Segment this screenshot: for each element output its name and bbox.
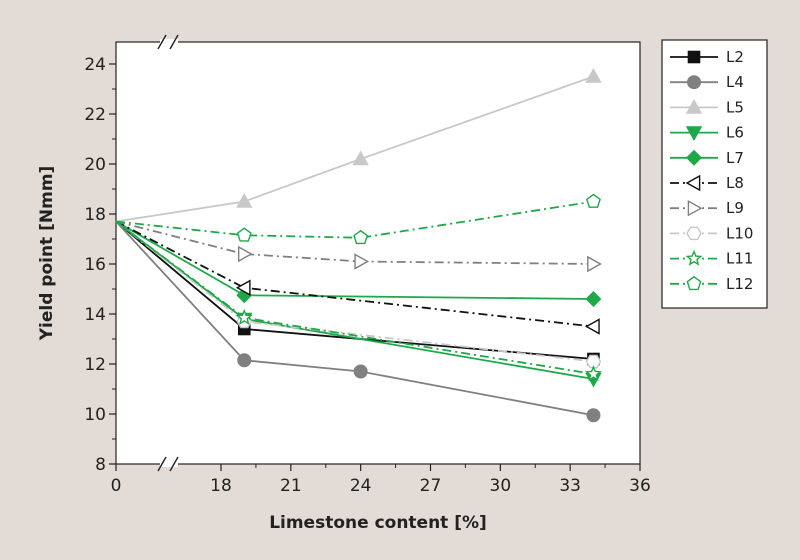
- axis-break-slash: [169, 34, 179, 50]
- x-axis-title: Limestone content [%]: [269, 513, 487, 533]
- y-tick-label: 14: [84, 305, 106, 325]
- series-l11: [115, 220, 602, 382]
- series-line: [115, 75, 594, 223]
- x-tick-label: 24: [350, 476, 372, 496]
- legend-label: L12: [726, 275, 753, 293]
- y-tick-label: 12: [84, 355, 106, 375]
- legend-item-l10: L10: [670, 224, 753, 242]
- legend-item-l8: L8: [670, 174, 744, 192]
- series-line: [115, 200, 594, 239]
- plot-area: [115, 41, 641, 465]
- legend-label: L4: [726, 73, 744, 91]
- x-axis: 0 18 21 24 27 30 33 36: [111, 464, 651, 496]
- series-marker: [687, 200, 703, 217]
- legend: L2 L4 L5 L6 L7 L8 L9 L10 L11 L12: [661, 39, 768, 309]
- series-marker: [686, 226, 702, 241]
- y-tick-label: 16: [84, 255, 106, 275]
- series-marker: [687, 50, 701, 64]
- series-marker: [237, 353, 252, 368]
- legend-label: L6: [726, 124, 744, 142]
- legend-item-l11: L11: [670, 250, 753, 268]
- y-tick-label: 18: [84, 205, 106, 225]
- x-tick-label: 27: [420, 476, 442, 496]
- legend-item-l4: L4: [670, 73, 744, 91]
- series-l5: [115, 68, 602, 223]
- x-tick-label: 30: [490, 476, 512, 496]
- axis-break-marks: [157, 34, 179, 472]
- series-marker: [685, 98, 703, 114]
- series-marker: [237, 245, 253, 263]
- series-line: [115, 220, 594, 417]
- y-tick-label: 8: [95, 455, 106, 475]
- x-tick-label: 36: [629, 476, 651, 496]
- legend-item-l9: L9: [670, 199, 744, 217]
- series-marker: [585, 365, 602, 382]
- legend-item-l7: L7: [670, 149, 744, 167]
- series-marker: [235, 308, 253, 325]
- series-l9: [115, 220, 602, 273]
- legend-label: L7: [726, 149, 744, 167]
- legend-box: [661, 39, 768, 309]
- legend-label: L10: [726, 224, 753, 242]
- legend-item-l2: L2: [670, 48, 744, 66]
- legend-item-l12: L12: [670, 275, 753, 293]
- series-marker: [585, 193, 601, 208]
- legend-label: L5: [726, 98, 744, 116]
- series-marker: [687, 75, 702, 90]
- series-marker: [352, 150, 369, 166]
- axis-break-slash: [169, 456, 179, 472]
- x-tick-label: 18: [210, 476, 232, 496]
- x-tick-label: 0: [111, 476, 122, 496]
- series-marker: [685, 174, 701, 192]
- series-marker: [235, 279, 251, 296]
- legend-item-l6: L6: [670, 124, 744, 142]
- series-l12: [115, 193, 601, 245]
- y-axis-title: Yield point [Nmm]: [37, 166, 57, 342]
- y-tick-label: 24: [84, 55, 106, 75]
- series-marker: [236, 193, 253, 208]
- legend-label: L8: [726, 174, 744, 192]
- axis-break-gap: [160, 39, 178, 45]
- legend-label: L11: [726, 250, 753, 268]
- series-line: [115, 220, 594, 265]
- x-tick-label: 21: [280, 476, 302, 496]
- series-marker: [585, 318, 600, 335]
- series-marker: [685, 249, 703, 266]
- y-axis: 8 10 12 14 16 18 20 22 24: [84, 55, 116, 475]
- axis-break-gap: [160, 461, 178, 467]
- series-marker: [354, 253, 370, 270]
- y-tick-label: 22: [84, 105, 106, 125]
- series-marker: [236, 227, 252, 242]
- series-marker: [585, 291, 602, 307]
- series-l8: [115, 220, 600, 335]
- series-marker: [685, 126, 703, 142]
- axis-break-slash: [157, 456, 167, 472]
- y-tick-label: 10: [84, 405, 106, 425]
- series-marker: [686, 275, 702, 291]
- series-marker: [353, 364, 368, 379]
- legend-label: L2: [726, 48, 744, 66]
- series-marker: [586, 408, 601, 423]
- x-tick-label: 33: [559, 476, 581, 496]
- series-marker: [686, 149, 702, 166]
- y-tick-label: 20: [84, 155, 106, 175]
- legend-label: L9: [726, 199, 744, 217]
- axis-break-slash: [157, 34, 167, 50]
- series-marker: [353, 229, 369, 245]
- series-layer: [115, 68, 602, 423]
- series-marker: [587, 255, 602, 273]
- series-l4: [115, 220, 601, 423]
- legend-item-l5: L5: [670, 98, 744, 116]
- series-marker: [585, 354, 602, 369]
- series-marker: [585, 68, 602, 83]
